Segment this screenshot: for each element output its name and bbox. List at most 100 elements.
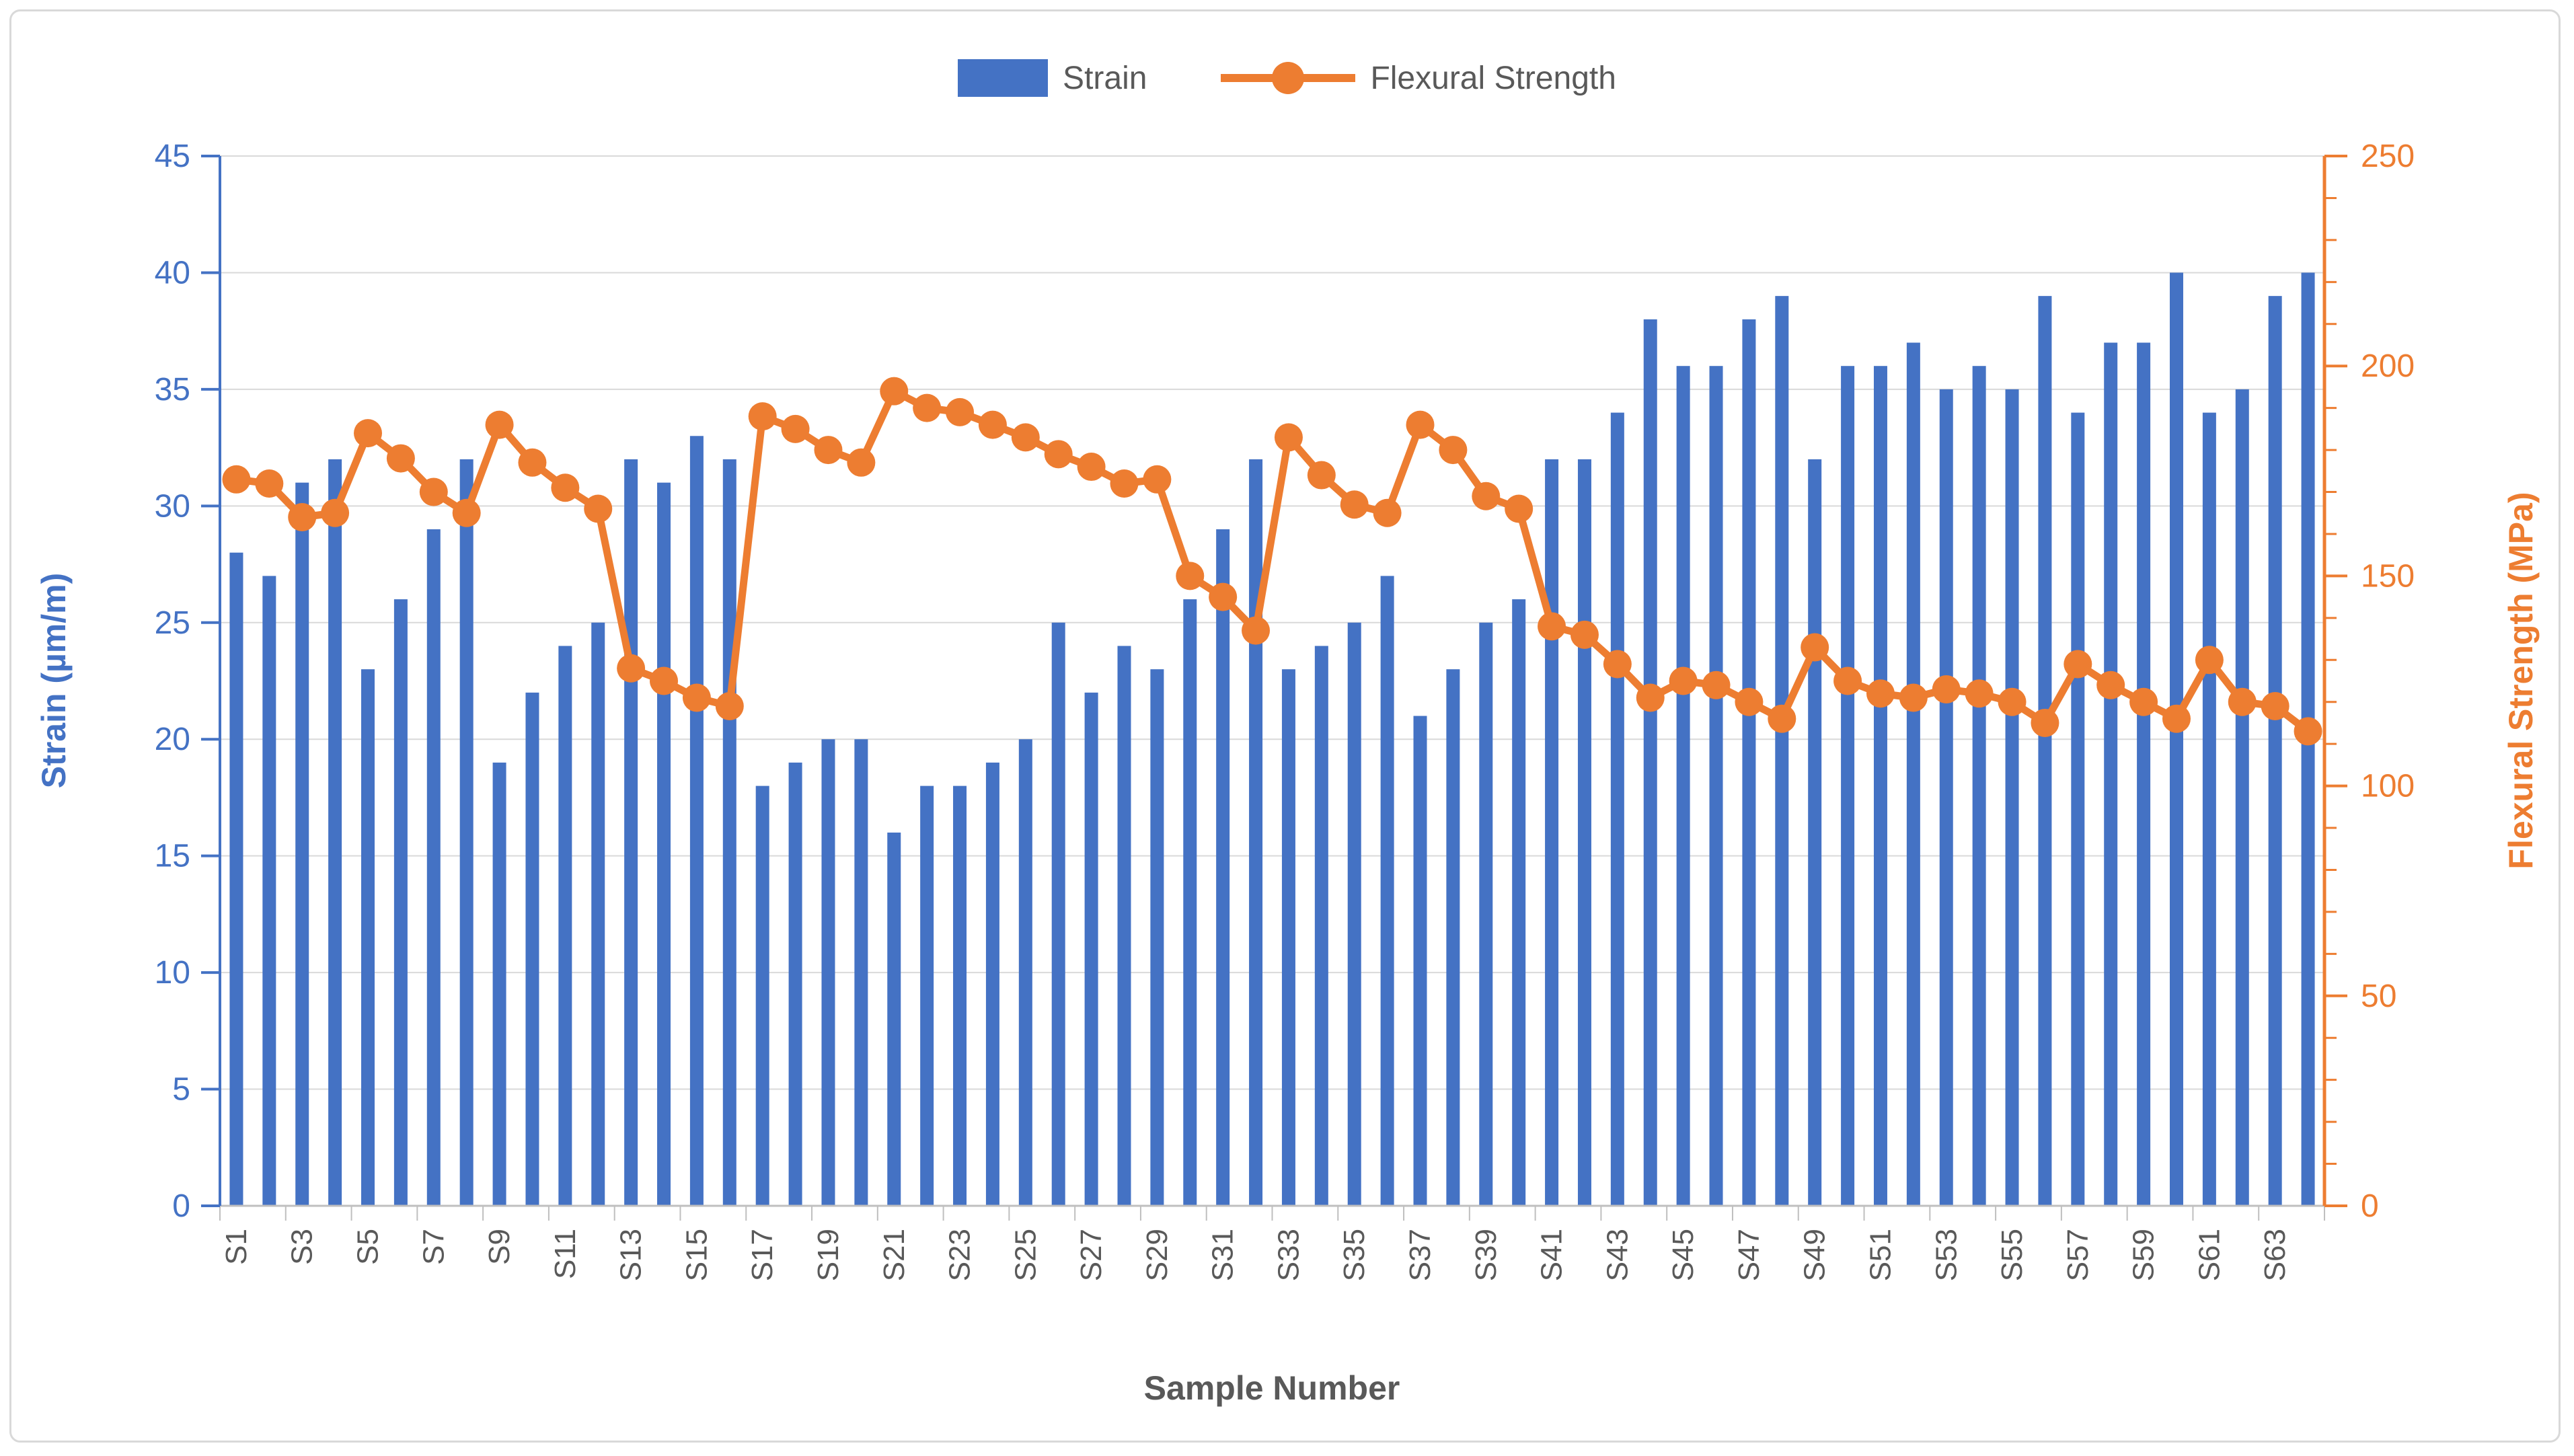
point-S63[interactable] [2261,691,2289,720]
point-S54[interactable] [1965,679,1994,708]
point-S20[interactable] [847,448,876,477]
bar-S43[interactable] [1610,412,1624,1206]
bar-S53[interactable] [1939,389,1953,1206]
bar-S5[interactable] [361,669,375,1206]
point-S14[interactable] [650,666,679,695]
point-S10[interactable] [518,448,547,477]
point-S13[interactable] [617,654,646,683]
bar-S48[interactable] [1775,296,1789,1206]
bar-S55[interactable] [2005,389,2019,1206]
point-S30[interactable] [1176,562,1205,590]
bar-S11[interactable] [558,646,572,1206]
bar-S62[interactable] [2235,389,2249,1206]
point-S57[interactable] [2064,650,2092,679]
bar-S27[interactable] [1084,692,1098,1206]
bar-S32[interactable] [1249,459,1263,1206]
point-S49[interactable] [1801,633,1829,662]
bar-S31[interactable] [1216,529,1230,1206]
bar-S22[interactable] [920,786,934,1206]
bar-S23[interactable] [953,786,967,1206]
point-S28[interactable] [1110,469,1139,498]
point-S45[interactable] [1669,666,1698,695]
bar-S8[interactable] [459,459,474,1206]
point-S19[interactable] [814,436,843,465]
bar-S34[interactable] [1314,646,1328,1206]
bar-S33[interactable] [1281,669,1295,1206]
point-S44[interactable] [1636,683,1665,712]
point-S64[interactable] [2294,717,2322,746]
bar-S6[interactable] [393,599,408,1206]
bar-S50[interactable] [1841,366,1855,1206]
bar-S24[interactable] [985,762,999,1206]
point-S12[interactable] [584,494,613,523]
legend-item-strain[interactable]: Strain [958,59,1147,97]
point-S6[interactable] [386,444,415,473]
bar-S47[interactable] [1742,319,1756,1206]
bar-S44[interactable] [1643,319,1657,1206]
point-S17[interactable] [748,402,777,431]
bar-S42[interactable] [1577,459,1591,1206]
flexural-strength-line[interactable] [232,387,2312,735]
bar-S16[interactable] [722,459,736,1206]
bar-S18[interactable] [788,762,802,1206]
bar-S60[interactable] [2169,272,2183,1206]
point-S5[interactable] [354,419,383,448]
bar-S46[interactable] [1709,366,1723,1206]
point-S9[interactable] [485,410,514,439]
point-S3[interactable] [288,502,317,531]
bar-S59[interactable] [2137,342,2151,1206]
point-S29[interactable] [1143,465,1172,494]
point-S25[interactable] [1011,423,1040,452]
point-S42[interactable] [1570,620,1599,649]
point-S61[interactable] [2195,646,2224,675]
point-S36[interactable] [1373,498,1402,527]
bar-S9[interactable] [492,762,506,1206]
bar-S36[interactable] [1380,576,1394,1206]
bar-S14[interactable] [657,482,671,1206]
point-S47[interactable] [1735,687,1764,716]
legend-item-flexural[interactable]: Flexural Strength [1221,60,1616,97]
bar-S21[interactable] [887,832,901,1206]
point-S51[interactable] [1866,679,1895,708]
point-S22[interactable] [913,393,942,422]
bar-S63[interactable] [2268,296,2282,1206]
point-S35[interactable] [1340,490,1369,519]
bar-S29[interactable] [1150,669,1164,1206]
point-S26[interactable] [1044,440,1073,469]
point-S40[interactable] [1505,494,1534,523]
point-S33[interactable] [1274,423,1303,452]
bar-S1[interactable] [229,552,243,1206]
bar-S7[interactable] [426,529,441,1206]
point-S52[interactable] [1899,683,1928,712]
bar-S41[interactable] [1545,459,1559,1206]
point-S16[interactable] [715,691,744,720]
bar-S56[interactable] [2038,296,2052,1206]
bar-S40[interactable] [1512,599,1526,1206]
point-S50[interactable] [1833,666,1862,695]
point-S11[interactable] [551,473,580,502]
bar-S39[interactable] [1479,622,1493,1206]
bar-S10[interactable] [525,692,539,1206]
point-S59[interactable] [2129,687,2158,716]
point-S8[interactable] [452,498,481,527]
point-S7[interactable] [419,477,448,506]
bar-S52[interactable] [1906,342,1920,1206]
point-S2[interactable] [255,469,284,498]
bar-S61[interactable] [2202,412,2216,1206]
point-S37[interactable] [1406,410,1435,439]
bar-S35[interactable] [1347,622,1361,1206]
bar-S2[interactable] [262,576,276,1206]
point-S55[interactable] [1998,687,2027,716]
point-S38[interactable] [1439,436,1468,465]
bar-S37[interactable] [1413,716,1427,1206]
bar-S15[interactable] [689,436,704,1206]
point-S53[interactable] [1932,675,1961,703]
bar-S45[interactable] [1676,366,1690,1206]
bar-S38[interactable] [1446,669,1460,1206]
point-S15[interactable] [682,683,711,712]
point-S21[interactable] [880,377,909,406]
point-S32[interactable] [1242,616,1271,645]
point-S18[interactable] [781,414,810,443]
point-S60[interactable] [2162,704,2191,733]
point-S4[interactable] [321,498,350,527]
